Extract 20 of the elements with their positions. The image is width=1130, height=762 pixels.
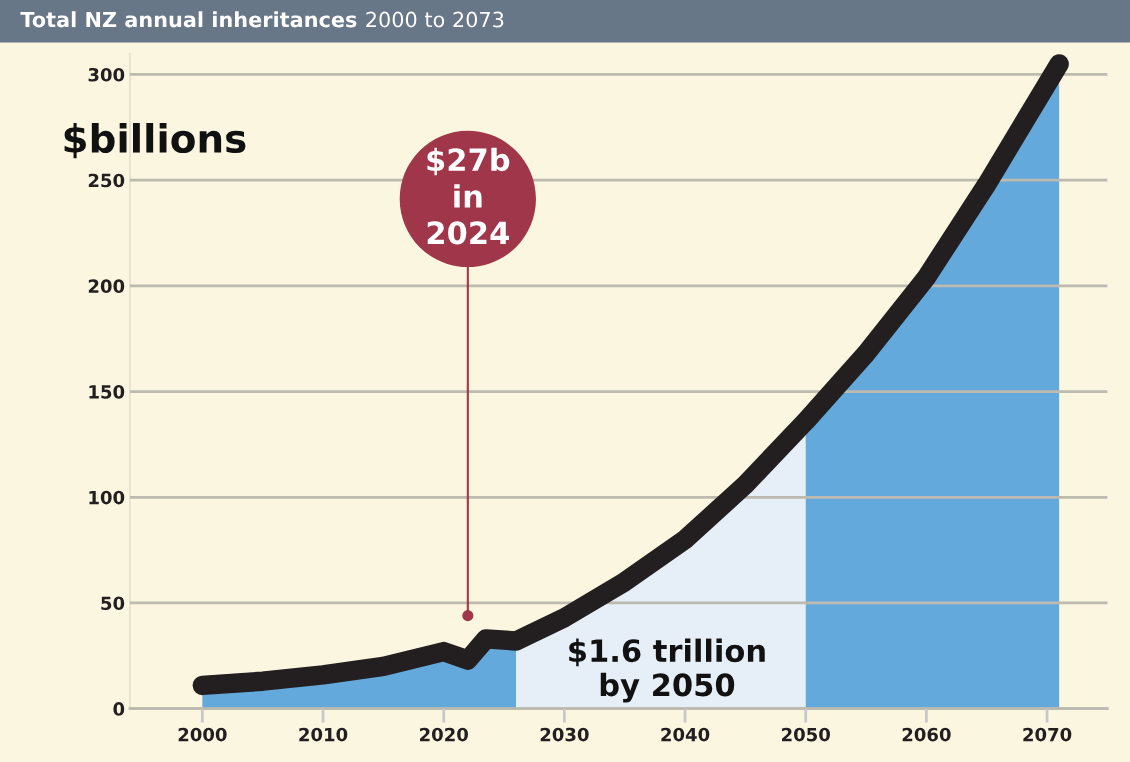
x-tick-label: 2050	[782, 727, 830, 742]
y-tick-label: 100	[89, 490, 125, 505]
y-tick-label: 150	[89, 385, 125, 399]
x-tick-label: 2020	[420, 727, 468, 742]
chart-title: Total NZ annual inheritances	[20, 11, 357, 28]
annotation: $1.6 trillion by 2050	[569, 638, 765, 703]
x-tick-label: 2010	[299, 727, 348, 742]
x-tick-label: 2000	[178, 727, 227, 742]
x-tick-label: 2060	[902, 727, 951, 742]
y-tick-label: 50	[101, 596, 125, 611]
y-tick-label: 300	[88, 67, 125, 82]
x-tick-label: 2040	[661, 727, 710, 742]
y-tick-label: 0	[113, 702, 125, 716]
x-tick-label: 2070	[1023, 727, 1072, 742]
x-tick-label: 2030	[540, 727, 589, 742]
y-axis-title: $billions	[64, 122, 246, 159]
annotation: $27b in 2024	[427, 147, 510, 245]
y-tick-label: 250	[88, 173, 125, 188]
y-tick-label: 200	[88, 279, 125, 293]
chart-subtitle: 2000 to 2073	[366, 11, 504, 28]
